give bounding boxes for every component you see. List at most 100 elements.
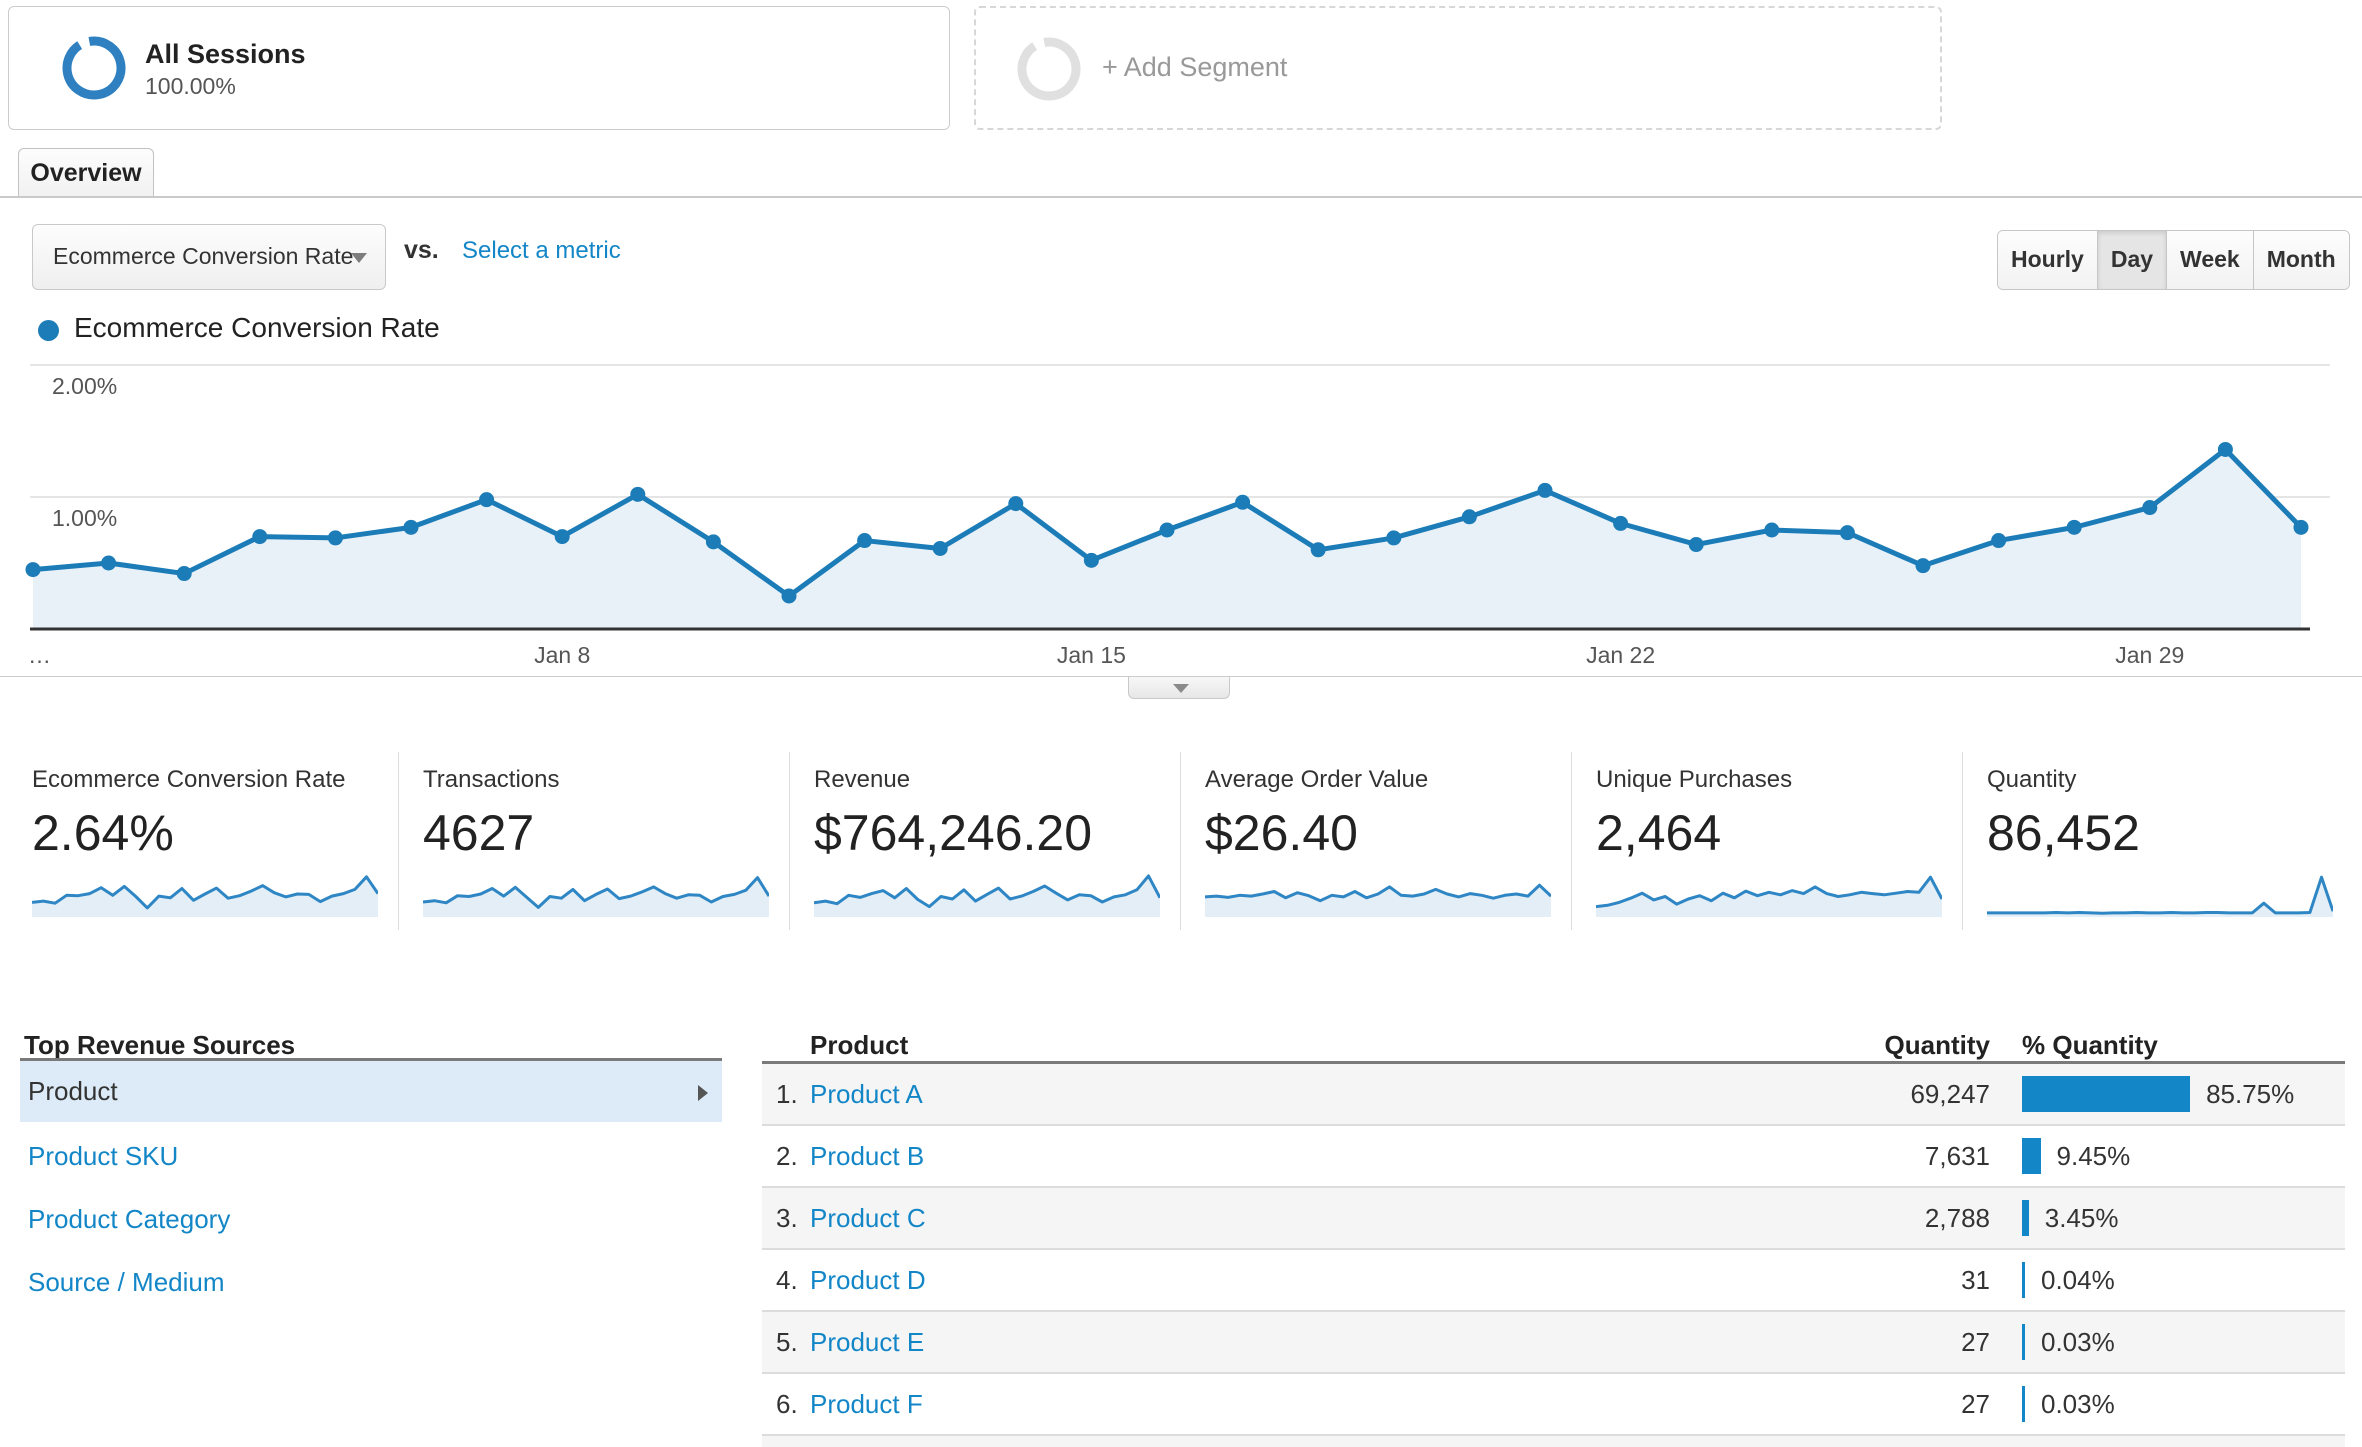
scorecard-value: 86,452 (1987, 805, 2140, 861)
quantity-bar (2022, 1386, 2025, 1422)
tab-bar-divider (0, 196, 2362, 198)
quantity-value: 27 (1961, 1389, 1990, 1419)
scorecard-sparkline (32, 875, 378, 917)
row-rank: 1. (776, 1079, 798, 1109)
percent-value: 0.03% (2041, 1388, 2115, 1419)
svg-text:Jan 29: Jan 29 (2115, 642, 2184, 668)
scorecard-transactions[interactable]: Transactions 4627 (399, 752, 790, 930)
source-item-product-sku[interactable]: Product SKU (20, 1126, 722, 1187)
scorecard-title: Quantity (1987, 766, 2077, 793)
percent-value: 3.45% (2044, 1202, 2119, 1233)
percent-value: 0.03% (2041, 1326, 2115, 1357)
product-link[interactable]: Product B (810, 1141, 925, 1171)
source-item-label[interactable]: Product SKU (28, 1141, 179, 1171)
product-table: Product Quantity % Quantity 1. Product A… (762, 1030, 2345, 1447)
sources-header-rule (20, 1058, 722, 1061)
scorecard-value: 2.64% (32, 805, 174, 861)
legend-series-label: Ecommerce Conversion Rate (74, 312, 440, 343)
quantity-value: 31 (1961, 1265, 1990, 1295)
svg-text:…: … (28, 642, 51, 668)
svg-text:Jan 8: Jan 8 (534, 642, 590, 668)
granularity-week-button[interactable]: Week (2166, 231, 2253, 289)
quantity-bar (2022, 1076, 2191, 1112)
product-link[interactable]: Product F (810, 1389, 923, 1419)
quantity-value: 69,247 (1910, 1079, 1990, 1109)
column-header-quantity[interactable]: Quantity (1884, 1030, 1990, 1060)
svg-text:1.00%: 1.00% (52, 505, 117, 531)
row-rank: 4. (776, 1265, 798, 1295)
quantity-value: 7,631 (1924, 1141, 1990, 1171)
source-item-label[interactable]: Source / Medium (28, 1267, 225, 1297)
svg-text:Jan 22: Jan 22 (1586, 642, 1655, 668)
scorecard-value: 2,464 (1596, 805, 1722, 861)
segment-percent: 100.00% (145, 73, 236, 99)
scorecard-sparkline (1205, 883, 1551, 917)
column-header-pct-quantity[interactable]: % Quantity (2022, 1030, 2158, 1060)
granularity-month-button[interactable]: Month (2252, 231, 2349, 289)
scorecard-average-order-value[interactable]: Average Order Value $26.40 (1181, 752, 1572, 930)
source-item-label[interactable]: Product Category (28, 1204, 231, 1234)
chevron-down-icon (351, 253, 367, 263)
source-item-product-category[interactable]: Product Category (20, 1189, 722, 1250)
table-row: 6. Product F 27 0.03% (762, 1374, 2345, 1436)
source-item-product[interactable]: Product (20, 1061, 722, 1122)
svg-text:Jan 15: Jan 15 (1057, 642, 1126, 668)
product-link[interactable]: Product A (810, 1079, 923, 1109)
granularity-button-group: Hourly Day Week Month (1997, 230, 2350, 290)
select-a-metric-link[interactable]: Select a metric (462, 237, 621, 264)
quantity-bar (2022, 1200, 2029, 1236)
scorecard-revenue[interactable]: Revenue $764,246.20 (790, 752, 1181, 930)
table-row: 3. Product C 2,788 3.45% (762, 1188, 2345, 1250)
add-segment-card[interactable]: + Add Segment (974, 6, 1942, 130)
source-item-source-medium[interactable]: Source / Medium (20, 1252, 722, 1313)
legend-dot-icon (38, 320, 59, 341)
chart-collapse-handle[interactable] (1128, 677, 1230, 699)
scorecard-title: Transactions (423, 766, 560, 793)
table-row: 1. Product A 69,247 85.75% (762, 1064, 2345, 1126)
product-table-header: Product Quantity % Quantity (762, 1030, 2345, 1060)
scorecard-value: $764,246.20 (814, 805, 1093, 861)
add-segment-donut-icon (1017, 37, 1081, 101)
table-row: 2. Product B 7,631 9.45% (762, 1126, 2345, 1188)
quantity-bar (2022, 1138, 2041, 1174)
tab-overview[interactable]: Overview (18, 148, 154, 196)
metric-dropdown-value: Ecommerce Conversion Rate (53, 243, 354, 269)
product-link[interactable]: Product D (810, 1265, 926, 1295)
add-segment-label: + Add Segment (1102, 52, 1288, 82)
collapse-arrow-icon (1173, 684, 1189, 693)
row-rank: 3. (776, 1203, 798, 1233)
chart-bottom-divider (0, 676, 2362, 677)
percent-value: 0.04% (2041, 1264, 2115, 1295)
scorecard-sparkline (814, 874, 1160, 917)
scorecard-ecommerce-conversion-rate[interactable]: Ecommerce Conversion Rate 2.64% (8, 752, 399, 930)
scorecard-value: 4627 (423, 805, 535, 861)
quantity-bar (2022, 1262, 2025, 1298)
table-row: 4. Product D 31 0.04% (762, 1250, 2345, 1312)
column-header-product[interactable]: Product (810, 1030, 909, 1060)
table-header-rule (762, 1061, 2345, 1064)
scorecard-sparkline (1987, 875, 2333, 917)
percent-value: 85.75% (2206, 1078, 2295, 1109)
source-item-label: Product (28, 1076, 118, 1106)
product-link[interactable]: Product C (810, 1203, 926, 1233)
granularity-hourly-button[interactable]: Hourly (1998, 231, 2097, 289)
metric-dropdown[interactable]: Ecommerce Conversion Rate (32, 224, 386, 290)
quantity-value: 2,788 (1924, 1203, 1990, 1233)
svg-text:2.00%: 2.00% (52, 373, 117, 399)
scorecard-title: Revenue (814, 766, 911, 793)
scorecard-quantity[interactable]: Quantity 86,452 (1963, 752, 2355, 930)
scorecard-unique-purchases[interactable]: Unique Purchases 2,464 (1572, 752, 1963, 930)
segment-card-all-sessions[interactable]: All Sessions 100.00% (8, 6, 950, 130)
scorecard-title: Unique Purchases (1596, 766, 1793, 793)
vs-label: vs. (404, 236, 439, 264)
segment-donut-icon (62, 36, 126, 100)
top-revenue-sources-title: Top Revenue Sources (24, 1030, 296, 1060)
scorecard-title: Ecommerce Conversion Rate (32, 766, 346, 793)
granularity-day-button[interactable]: Day (2096, 231, 2167, 289)
segment-name: All Sessions (145, 39, 306, 69)
row-rank: 2. (776, 1141, 798, 1171)
scorecard-value: $26.40 (1205, 805, 1358, 861)
product-link[interactable]: Product E (810, 1327, 925, 1357)
row-rank: 5. (776, 1327, 798, 1357)
